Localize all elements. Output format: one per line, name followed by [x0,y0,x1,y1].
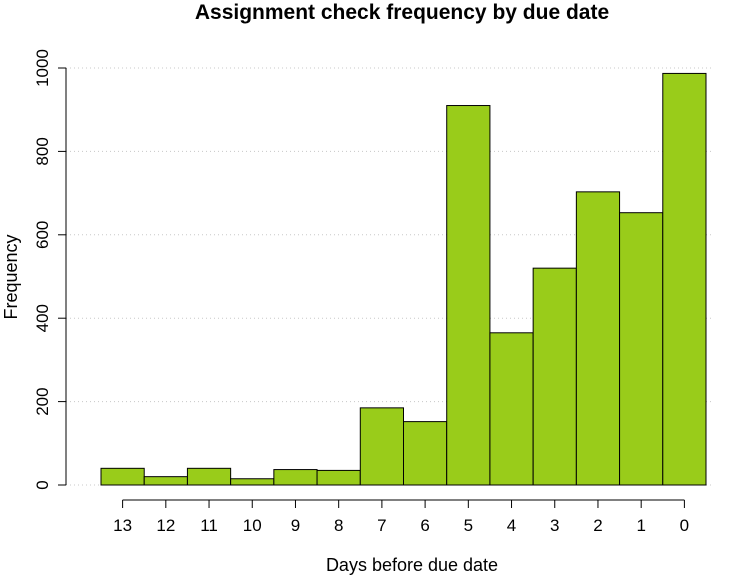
bar-12 [143,476,188,486]
x-axis-label: Days before due date [326,555,498,575]
bar-10 [230,478,275,486]
bar-6 [403,421,448,486]
bar-7 [359,407,404,486]
bar-5 [446,105,491,486]
bar-11 [186,467,232,486]
bar-2 [575,191,621,486]
x-axis-ticks: 13 12 11 10 9 8 7 6 5 4 3 2 1 0 [113,500,689,535]
x-tick-label: 0 [680,516,689,535]
y-tick-label: 1000 [33,49,52,87]
bar-0 [662,72,707,486]
y-axis-ticks: 0 200 400 600 800 1000 [33,49,66,490]
bar-13 [100,467,145,486]
x-tick-label: 12 [156,516,175,535]
x-tick-label: 6 [420,516,429,535]
x-tick-label: 13 [113,516,132,535]
chart-title: Assignment check frequency by due date [195,1,609,24]
y-axis-label: Frequency [1,234,21,319]
y-tick-label: 400 [33,304,52,332]
x-tick-label: 3 [550,516,559,535]
bar-3 [532,267,577,486]
x-tick-label: 9 [291,516,300,535]
y-tick-label: 200 [33,387,52,415]
bar-9 [273,469,318,486]
x-tick-label: 8 [334,516,343,535]
y-tick-label: 600 [33,221,52,249]
y-tick-label: 800 [33,137,52,165]
bars [100,72,707,486]
bar-1 [619,212,664,486]
x-tick-label: 5 [464,516,473,535]
x-tick-label: 10 [243,516,262,535]
bar-4 [489,332,534,486]
bar-8 [316,469,361,486]
x-tick-label: 2 [593,516,602,535]
x-tick-label: 4 [507,516,516,535]
x-tick-label: 11 [200,516,218,535]
y-tick-label: 0 [33,480,52,489]
x-tick-label: 7 [377,516,386,535]
x-tick-label: 1 [636,516,645,535]
